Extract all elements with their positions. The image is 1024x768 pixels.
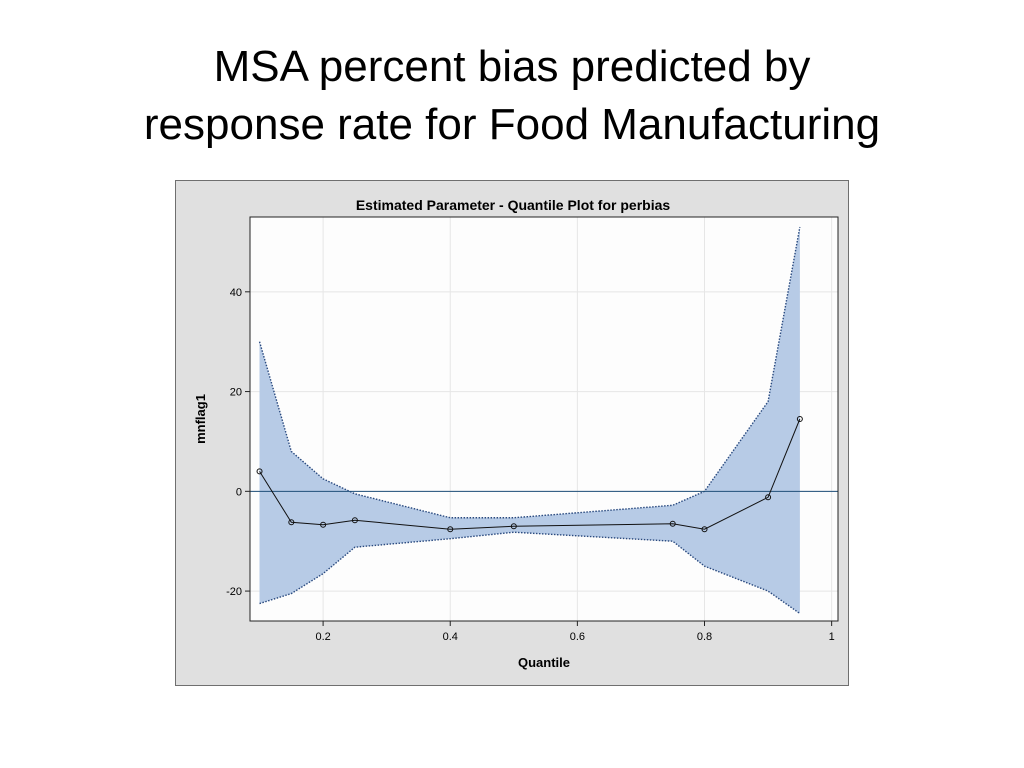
slide-title: MSA percent bias predicted by response r…	[0, 38, 1024, 154]
quantile-plot-chart: Estimated Parameter - Quantile Plot for …	[193, 197, 839, 670]
estimate-point-9	[796, 416, 803, 422]
x-axis-ticks: 0.2 0.4 0.6 0.8 1	[315, 621, 835, 643]
plot-frame	[249, 216, 839, 622]
upper-bound-line	[258, 226, 801, 519]
estimate-point-1	[288, 519, 295, 526]
estimate-point-5	[510, 523, 517, 530]
estimate-line	[259, 418, 801, 530]
confidence-band	[258, 226, 801, 615]
y-tick-label-0: -20	[226, 586, 242, 598]
x-axis-label: Quantile	[518, 655, 570, 670]
confidence-band-area	[259, 227, 800, 614]
y-tick-label-2: 20	[230, 387, 242, 399]
x-tick-label-2: 0.6	[570, 631, 585, 643]
slide-title-line-2: response rate for Food Manufacturing	[143, 100, 881, 149]
x-tick-label-3: 0.8	[697, 631, 712, 643]
chart-figure: Estimated Parameter - Quantile Plot for …	[175, 180, 849, 686]
estimate-point-6	[669, 520, 676, 527]
estimate-point-8	[765, 494, 772, 501]
x-tick-label-0: 0.2	[315, 631, 330, 643]
y-axis-label: mnflag1	[193, 394, 208, 444]
estimate-point-7	[701, 526, 708, 533]
estimate-point-2	[320, 521, 327, 528]
estimate-point-0	[256, 468, 263, 475]
lower-bound-line	[259, 531, 801, 615]
y-tick-label-1: 0	[236, 486, 242, 498]
x-tick-label-4: 1	[829, 631, 835, 643]
y-tick-label-3: 40	[230, 287, 242, 299]
estimate-point-3	[351, 517, 358, 524]
estimate-series	[256, 416, 803, 533]
chart-title: Estimated Parameter - Quantile Plot for …	[356, 197, 671, 213]
slide-title-line-1: MSA percent bias predicted by	[213, 42, 811, 91]
y-axis-ticks: -20 0 20 40	[226, 287, 250, 598]
estimate-point-4	[447, 526, 454, 533]
x-tick-label-1: 0.4	[443, 631, 458, 643]
